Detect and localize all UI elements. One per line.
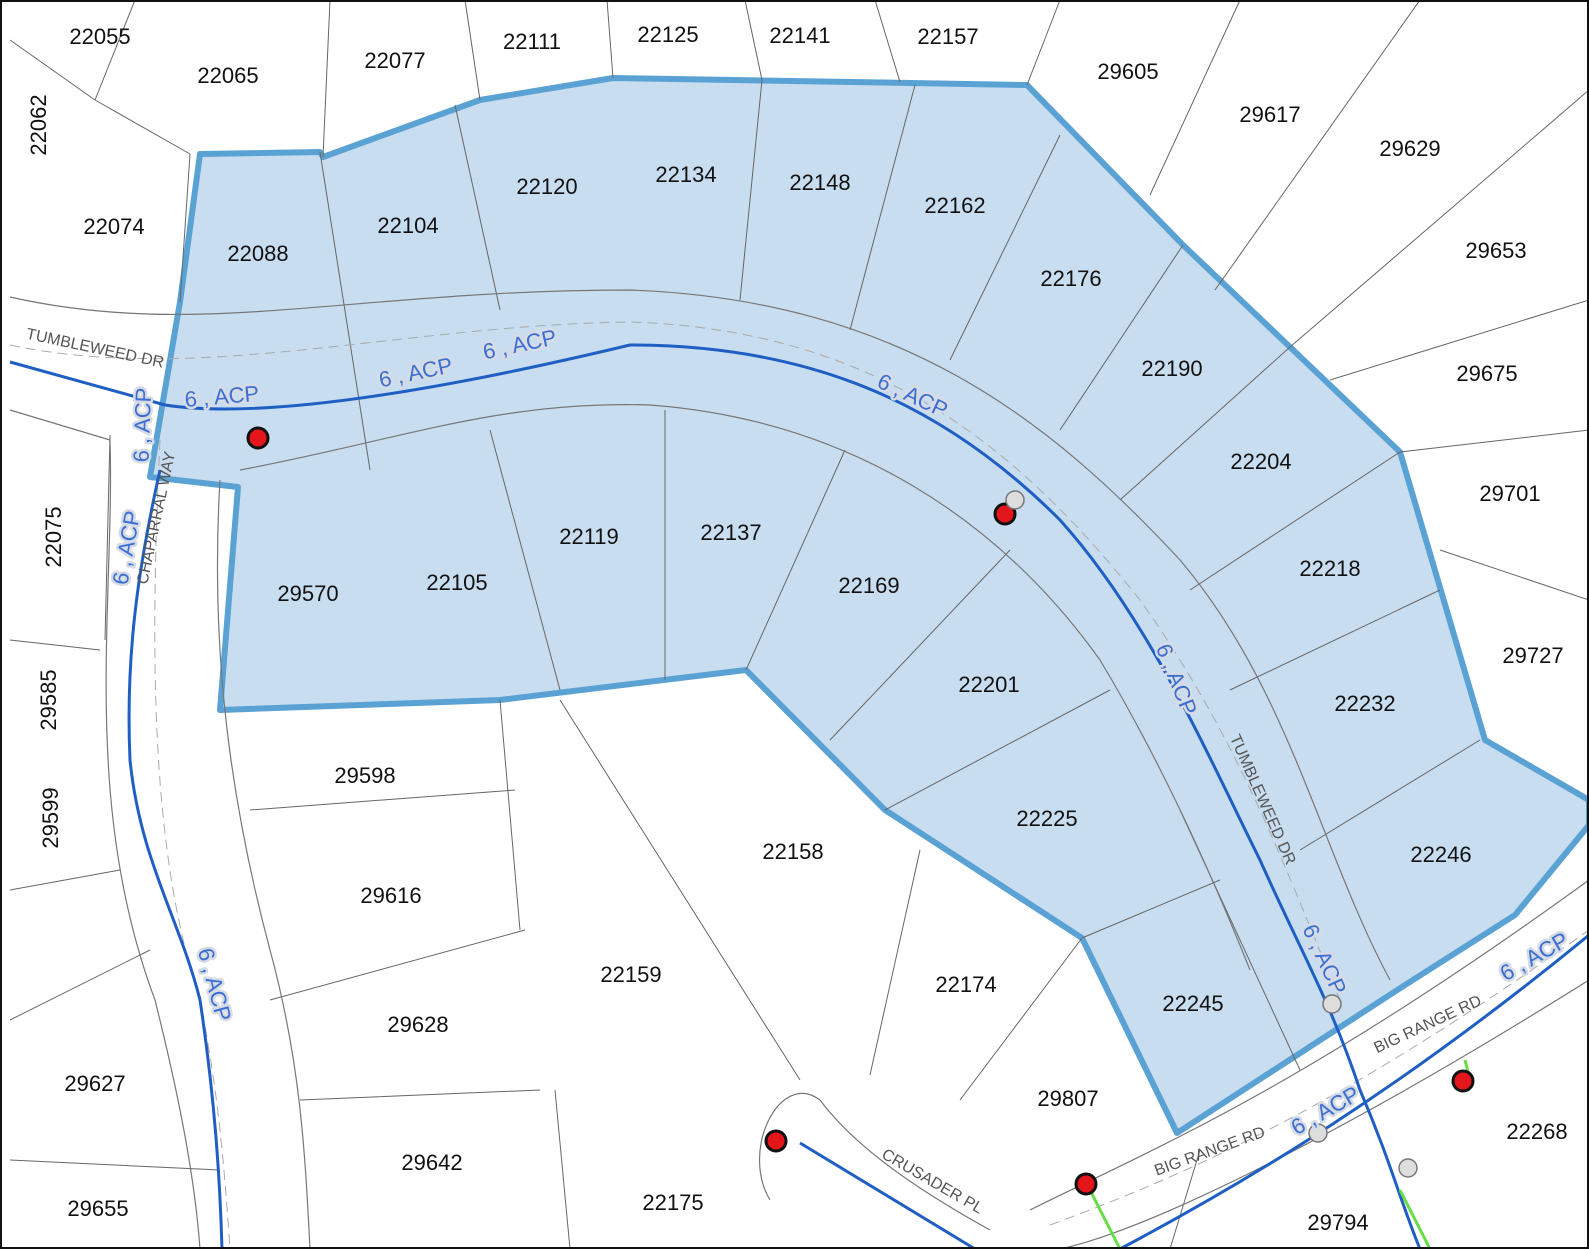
parcel-label: 29605 xyxy=(1097,59,1158,84)
parcel-label: 22074 xyxy=(83,214,144,239)
parcel-label: 22204 xyxy=(1230,449,1291,474)
parcel-label: 29807 xyxy=(1037,1086,1098,1111)
water-mains xyxy=(9,343,1589,1249)
hydrants xyxy=(246,426,1475,1196)
parcel-label: 22225 xyxy=(1016,806,1077,831)
parcel-label: 22246 xyxy=(1410,842,1471,867)
parcel-label: 29727 xyxy=(1502,643,1563,668)
parcel-label: 22055 xyxy=(69,24,130,49)
parcel-label: 22169 xyxy=(838,573,899,598)
parcel-label: 22268 xyxy=(1506,1119,1567,1144)
parcel-label: 29675 xyxy=(1456,361,1517,386)
road-centerlines xyxy=(9,321,1589,1249)
parcel-label: 22134 xyxy=(655,162,716,187)
pipe-label: 6 , ACP xyxy=(129,387,157,462)
parcel-label: 22148 xyxy=(789,170,850,195)
parcel-label: 29599 xyxy=(38,787,63,848)
parcel-label: 22119 xyxy=(559,524,619,549)
parcel-label: 22077 xyxy=(364,48,425,73)
parcel-label: 29653 xyxy=(1465,238,1526,263)
parcel-label: 22201 xyxy=(958,672,1019,697)
parcel-label: 22104 xyxy=(377,213,438,238)
parcel-label: 22232 xyxy=(1334,691,1395,716)
parcel-label: 22190 xyxy=(1141,356,1202,381)
parcel-label: 29585 xyxy=(36,669,61,730)
parcel-label: 22088 xyxy=(227,241,288,266)
parcel-label: 22141 xyxy=(769,23,830,48)
parcel-lines xyxy=(9,0,1589,1249)
parcel-label: 29627 xyxy=(64,1071,125,1096)
parcel-label: 29598 xyxy=(334,763,395,788)
parcel-label: 29570 xyxy=(277,581,338,606)
parcel-label: 22158 xyxy=(762,839,823,864)
parcel-label: 22162 xyxy=(924,193,985,218)
parcel-label: 22176 xyxy=(1040,266,1101,291)
parcel-label: 29701 xyxy=(1479,481,1540,506)
parcel-label: 22175 xyxy=(642,1190,703,1215)
valves xyxy=(1005,490,1418,1178)
parcel-label: 29617 xyxy=(1239,102,1300,127)
parcel-label: 22157 xyxy=(917,24,978,49)
parcel-label: 29794 xyxy=(1307,1210,1368,1235)
parcel-label: 22159 xyxy=(600,962,661,987)
parcel-label: 29616 xyxy=(360,883,421,908)
parcel-label: 22120 xyxy=(516,174,577,199)
parcel-label: 22075 xyxy=(41,506,66,567)
highlighted-area xyxy=(147,75,1589,1136)
parcel-label: 22174 xyxy=(935,972,996,997)
parcel-label: 22111 xyxy=(503,29,561,54)
parcel-label: 22125 xyxy=(637,22,698,47)
parcel-label: 22062 xyxy=(26,94,51,155)
parcel-label: 22065 xyxy=(197,63,258,88)
parcel-label: 29642 xyxy=(401,1150,462,1175)
parcel-label: 22245 xyxy=(1162,991,1223,1016)
parcel-label: 29628 xyxy=(387,1012,448,1037)
parcel-label: 22218 xyxy=(1299,556,1360,581)
parcel-label: 22105 xyxy=(426,570,487,595)
parcel-label: 29655 xyxy=(67,1196,128,1221)
parcel-label: 22137 xyxy=(700,520,761,545)
parcel-label: 29629 xyxy=(1379,136,1440,161)
